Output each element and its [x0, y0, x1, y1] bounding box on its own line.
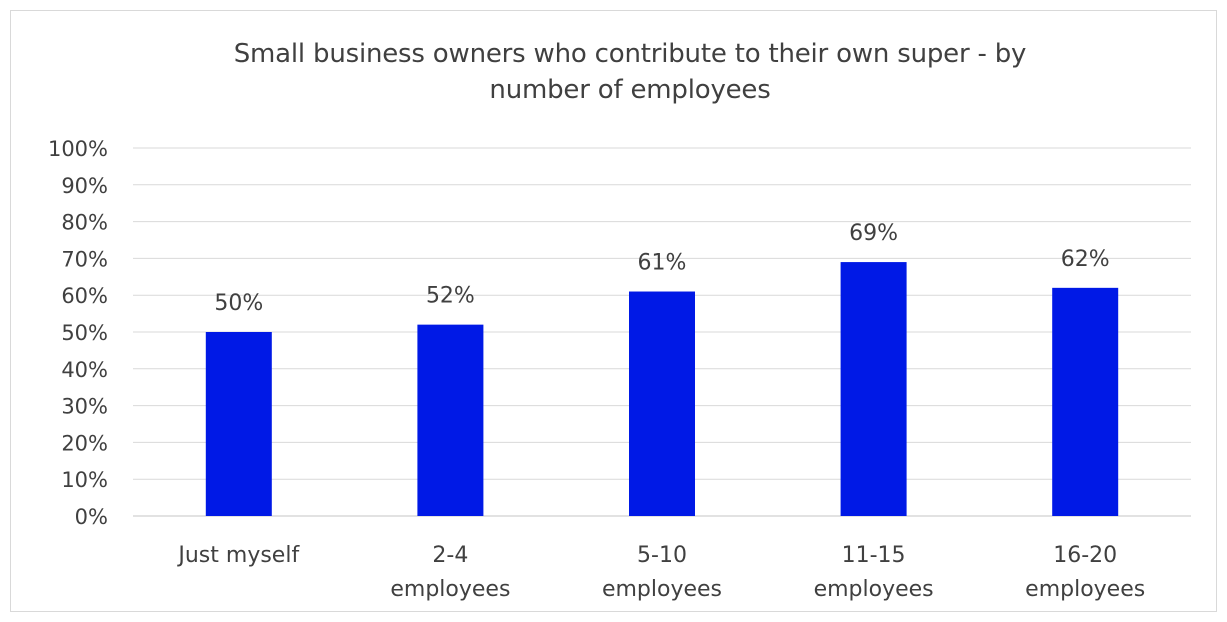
data-label: 69%	[849, 221, 898, 246]
y-tick-label: 60%	[61, 284, 108, 308]
bar	[417, 324, 484, 516]
data-label: 61%	[638, 251, 687, 276]
category-label: Just myself	[176, 543, 300, 568]
category-label: employees	[390, 577, 510, 602]
category-label: 11-15	[842, 543, 906, 568]
y-tick-label: 10%	[61, 468, 108, 492]
category-label: employees	[814, 577, 934, 602]
y-tick-label: 50%	[61, 321, 108, 345]
category-label: employees	[1025, 577, 1145, 602]
y-tick-label: 20%	[61, 431, 108, 455]
data-label: 50%	[214, 291, 263, 316]
y-tick-label: 0%	[75, 505, 108, 529]
y-tick-label: 40%	[61, 358, 108, 382]
y-tick-label: 30%	[61, 395, 108, 419]
category-label: 16-20	[1053, 543, 1117, 568]
data-label: 52%	[426, 284, 475, 309]
y-tick-label: 70%	[61, 247, 108, 271]
y-tick-label: 90%	[61, 174, 108, 198]
y-tick-label: 100%	[48, 137, 108, 161]
chart-title-line-1: Small business owners who contribute to …	[233, 39, 1027, 69]
bar	[629, 291, 695, 516]
category-label: employees	[602, 577, 722, 602]
bar	[1052, 287, 1119, 516]
bar	[205, 332, 272, 516]
data-label: 62%	[1061, 247, 1110, 272]
category-label: 2-4	[432, 543, 468, 568]
bar	[840, 262, 907, 516]
chart-title: Small business owners who contribute to …	[130, 36, 1130, 108]
category-label: 5-10	[637, 543, 687, 568]
chart-title-line-2: number of employees	[489, 75, 771, 105]
y-tick-label: 80%	[61, 211, 108, 235]
